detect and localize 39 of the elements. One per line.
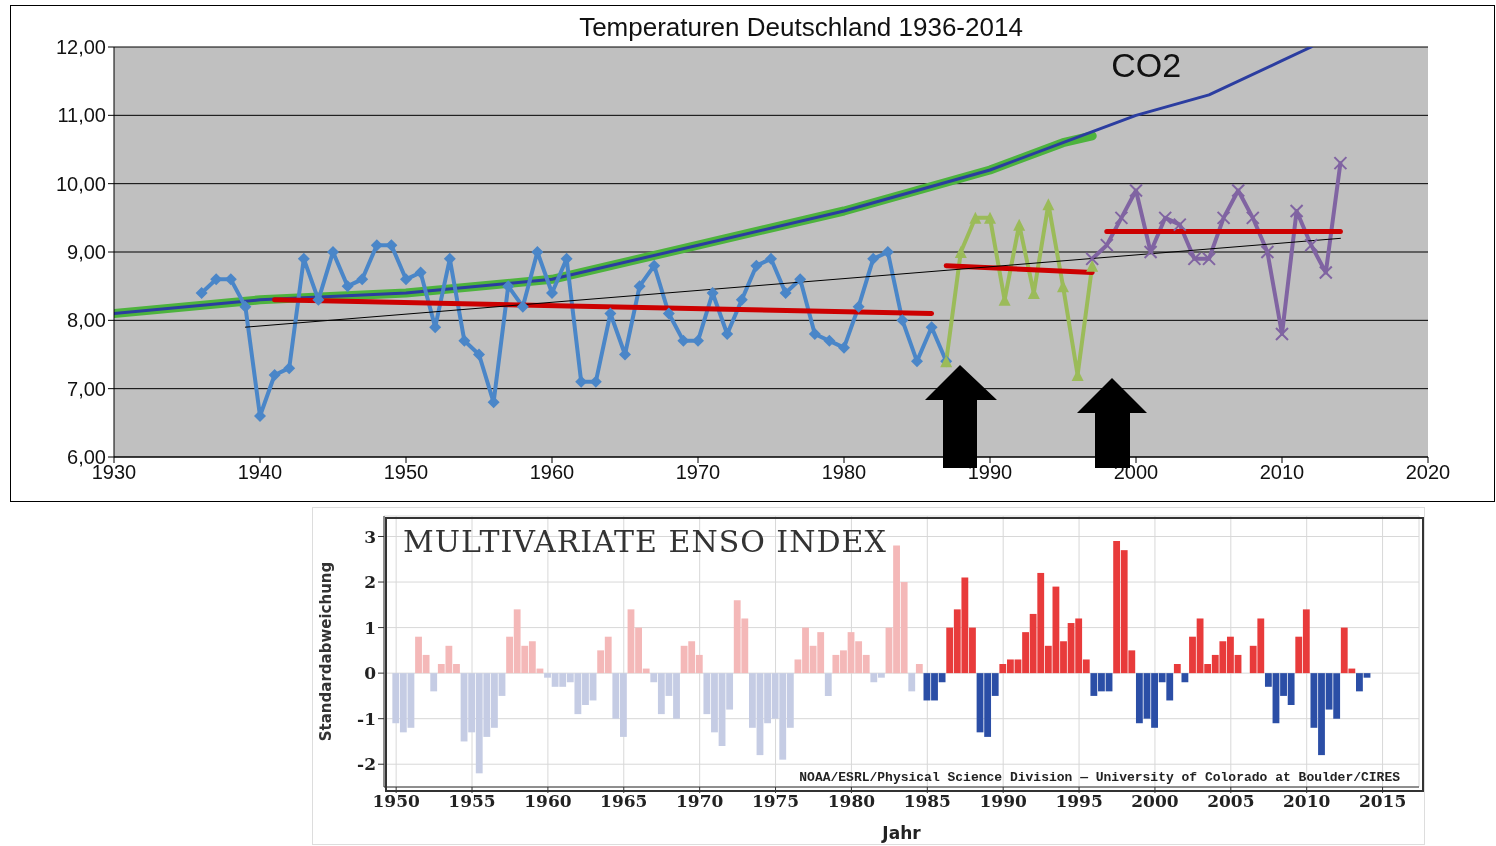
x-tick-label: 1980 — [821, 461, 867, 484]
x-tick-label: 2010 — [1259, 461, 1305, 484]
x-tick-label: 2005 — [1207, 791, 1255, 812]
y-tick-label: -1 — [357, 708, 376, 729]
x-axis-title: Jahr — [881, 823, 922, 843]
y-tick-label: 1 — [364, 617, 376, 638]
y-tick-label: 8,00 — [67, 309, 106, 332]
x-tick-label: 1980 — [827, 791, 876, 812]
x-tick-label: 1960 — [524, 791, 572, 812]
y-tick-label: 11,00 — [57, 104, 106, 127]
y-tick-label: 12,00 — [55, 36, 106, 59]
x-tick-label: 1975 — [751, 791, 800, 812]
x-tick-label: 1985 — [903, 791, 951, 812]
x-tick-label: 1955 — [448, 791, 496, 812]
x-tick-label: 2000 — [1131, 791, 1179, 812]
annotation: NOAA/ESRL/Physical Science Division — University of Colorado at Boulder/CIRES — [799, 770, 1400, 785]
x-tick-label: 1965 — [600, 791, 648, 812]
x-tick-label: 1960 — [529, 461, 575, 484]
chart-title: Temperaturen Deutschland 1936-2014 — [578, 12, 1024, 43]
x-tick-label: 2015 — [1358, 791, 1407, 812]
y-tick-label: -2 — [357, 754, 376, 775]
chart-title: MULTIVARIATE ENSO INDEX — [403, 524, 887, 559]
x-tick-label: 1995 — [1055, 791, 1103, 812]
x-tick-label: 1970 — [675, 461, 721, 484]
y-tick-label: 9,00 — [67, 241, 106, 264]
x-tick-label: 1940 — [237, 461, 283, 484]
series-label: CO2 — [1111, 46, 1182, 84]
x-tick-label: 1950 — [383, 461, 429, 484]
y-axis-title: Standardabweichung — [317, 561, 336, 742]
x-tick-label: 1990 — [979, 791, 1027, 812]
x-tick-label: 2020 — [1405, 461, 1451, 484]
y-tick-label: 0 — [364, 663, 377, 684]
y-tick-label: 2 — [364, 572, 376, 593]
y-tick-label: 10,00 — [55, 172, 106, 195]
x-tick-label: 1950 — [372, 791, 420, 812]
x-tick-label: 2010 — [1283, 791, 1331, 812]
y-tick-label: 3 — [364, 526, 376, 547]
y-tick-label: 7,00 — [67, 377, 106, 400]
x-tick-label: 1970 — [676, 791, 724, 812]
